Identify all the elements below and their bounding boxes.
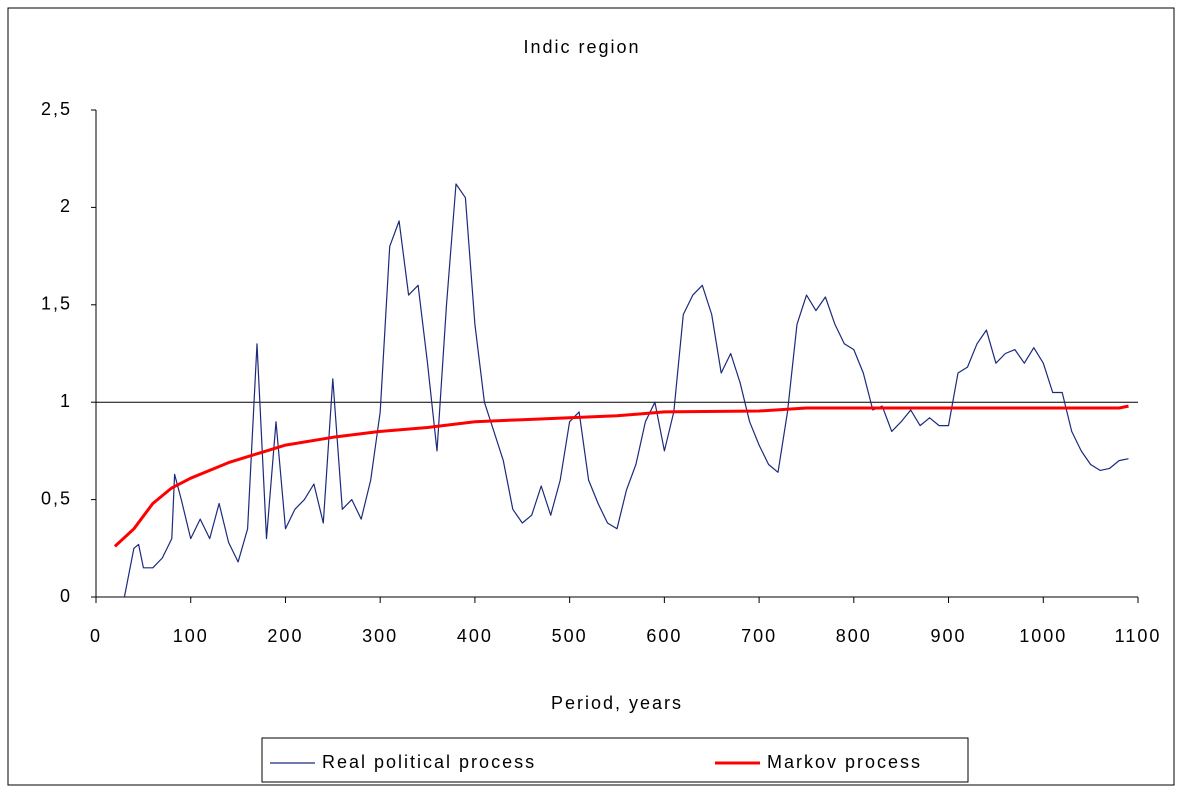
x-tick-label: 500 — [552, 626, 588, 646]
x-tick-label: 1000 — [1019, 626, 1067, 646]
x-tick-label: 700 — [741, 626, 777, 646]
x-tick-label: 0 — [90, 626, 102, 646]
x-tick-label: 1100 — [1115, 626, 1162, 646]
x-tick-label: 100 — [173, 626, 209, 646]
y-tick-label: 2,5 — [41, 99, 72, 119]
legend-label: Real political process — [322, 752, 536, 772]
y-tick-label: 2 — [60, 196, 72, 216]
series-line — [123, 183, 1129, 598]
x-tick-label: 900 — [931, 626, 967, 646]
y-tick-label: 1,5 — [41, 294, 72, 314]
x-axis-title: Period, years — [551, 693, 683, 713]
chart-frame — [7, 7, 1175, 786]
chart-title: Indic region — [523, 37, 640, 57]
y-tick-label: 0,5 — [41, 488, 72, 508]
x-tick-label: 300 — [362, 626, 398, 646]
x-tick-label: 800 — [836, 626, 872, 646]
x-tick-label: 600 — [646, 626, 682, 646]
legend — [261, 737, 969, 783]
y-tick-label: 1 — [60, 391, 72, 411]
legend-label: Markov process — [767, 752, 922, 772]
series-line — [113, 404, 1129, 548]
x-tick-label: 400 — [457, 626, 493, 646]
x-tick-label: 200 — [267, 626, 303, 646]
y-tick-label: 0 — [60, 586, 72, 606]
